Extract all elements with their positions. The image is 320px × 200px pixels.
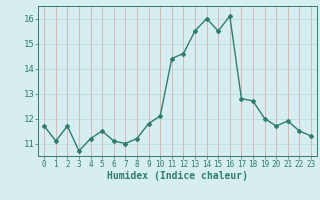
X-axis label: Humidex (Indice chaleur): Humidex (Indice chaleur) (107, 171, 248, 181)
